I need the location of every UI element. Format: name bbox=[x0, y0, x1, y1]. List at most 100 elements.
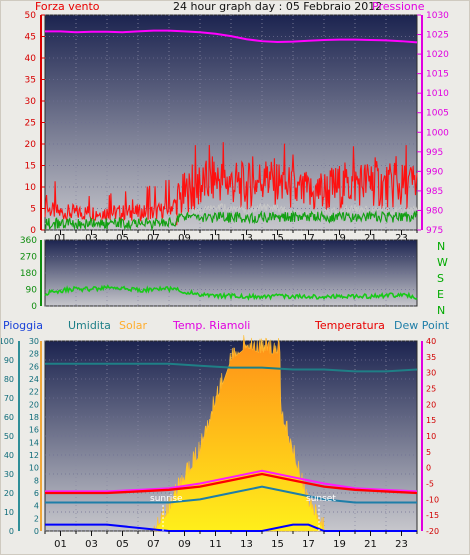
wind-max-line bbox=[44, 142, 418, 226]
left-axis-label: 25 bbox=[25, 119, 36, 129]
pressure-series bbox=[45, 29, 418, 44]
bottom-inner-label: 6 bbox=[34, 489, 39, 498]
bottom-series bbox=[45, 362, 418, 532]
bottom-left-outer-label: 20 bbox=[4, 489, 14, 498]
right-axis-label: 1020 bbox=[426, 50, 449, 60]
direction-right-label: N bbox=[437, 240, 445, 253]
right-axis-label: 995 bbox=[426, 148, 443, 158]
bottom-left-outer-label: 30 bbox=[4, 470, 14, 479]
solar-area bbox=[153, 335, 325, 532]
bottom-right-label: 25 bbox=[426, 385, 436, 394]
x-axis-tick-label: 19 bbox=[333, 539, 346, 550]
bottom-right-label: 10 bbox=[426, 432, 436, 441]
sunrise-text: sunrise bbox=[150, 494, 183, 504]
right-axis-label: 1015 bbox=[426, 70, 449, 80]
rain-label: Pioggia bbox=[3, 319, 43, 332]
x-axis-tick-label: 23 bbox=[395, 233, 408, 244]
bottom-inner-label: 8 bbox=[34, 476, 39, 485]
direction-left-label: 90 bbox=[26, 286, 38, 296]
x-axis-tick-label: 07 bbox=[147, 539, 160, 550]
left-axis-label: 30 bbox=[25, 97, 37, 107]
x-axis-tick-label: 01 bbox=[54, 539, 67, 550]
x-axis-tick-label: 13 bbox=[240, 233, 253, 244]
left-axis-label: 45 bbox=[25, 33, 36, 43]
solar-label: Solar bbox=[119, 319, 148, 332]
direction-left-label: 0 bbox=[31, 302, 37, 312]
wind-right-axis: 975 980 985 990 995 1000 1005 1010 1015 1020 1025 1… bbox=[417, 11, 449, 236]
x-axis-tick-label: 21 bbox=[364, 539, 377, 550]
x-axis-tick-label: 05 bbox=[116, 539, 129, 550]
temperature-line bbox=[45, 472, 418, 495]
x-axis-tick-label: 19 bbox=[333, 233, 346, 244]
right-axis-label: 1000 bbox=[426, 128, 449, 138]
x-axis-tick-label: 07 bbox=[147, 233, 160, 244]
bottom-left-outer-label: 100 bbox=[1, 337, 14, 346]
bottom-left-axis: 0 10 20 30 40 50 60 70 80 90 100 bbox=[0, 337, 20, 536]
pressure-line bbox=[45, 29, 418, 44]
direction-line bbox=[44, 284, 418, 301]
wind-avg-line bbox=[44, 210, 418, 232]
bottom-inner-label: 4 bbox=[34, 502, 39, 511]
bottom-inner-label: 20 bbox=[29, 400, 39, 409]
bottom-right-label: 30 bbox=[426, 369, 436, 378]
bottom-inner-label: 14 bbox=[29, 438, 39, 447]
bottom-right-label: 0 bbox=[426, 464, 431, 473]
bottom-right-label: 35 bbox=[426, 353, 436, 362]
direction-left-label: 360 bbox=[20, 236, 37, 246]
wind-title: Forza vento bbox=[35, 1, 100, 13]
bottom-right-label: 20 bbox=[426, 400, 436, 409]
left-axis-label: 40 bbox=[25, 54, 37, 64]
bottom-inner-label: 18 bbox=[29, 413, 39, 422]
bottom-left-outer-label: 40 bbox=[4, 451, 14, 460]
x-axis-tick-label: 09 bbox=[178, 539, 191, 550]
bottom-left-outer-label: 70 bbox=[4, 394, 14, 403]
bottom-left-outer-label: 80 bbox=[4, 375, 14, 384]
dewpoint-line bbox=[45, 485, 417, 504]
bottom-inner-label: 22 bbox=[29, 388, 39, 397]
x-axis-tick-label: 11 bbox=[209, 539, 222, 550]
x-axis-tick-label: 13 bbox=[240, 539, 253, 550]
right-axis-label: 990 bbox=[426, 167, 443, 177]
bottom-right-label: -15 bbox=[426, 511, 439, 520]
left-axis-label: 5 bbox=[30, 205, 36, 215]
direction-left-axis: 0 90 180 270 360 bbox=[20, 236, 42, 312]
x-axis-tick-label: 03 bbox=[85, 233, 98, 244]
bottom-inner-label: 28 bbox=[29, 350, 39, 359]
bottom-right-axis: -20 -15 -10 -5 0 5 10 15 20 25 30 35 40 bbox=[421, 337, 439, 536]
direction-right-label: W bbox=[437, 256, 448, 269]
bottom-inner-label: 30 bbox=[29, 337, 39, 346]
bottom-inner-label: 26 bbox=[29, 362, 39, 371]
bottom-inner-label: 24 bbox=[29, 375, 39, 384]
right-axis-label: 1010 bbox=[426, 89, 449, 99]
heat-index-line bbox=[45, 469, 418, 493]
bottom-left-outer-label: 50 bbox=[4, 432, 14, 441]
sunset-text: sunset bbox=[306, 494, 336, 504]
wind-left-axis: 0 5 10 15 20 25 30 35 40 45 50 bbox=[25, 11, 45, 236]
direction-grid bbox=[44, 239, 418, 307]
x-axis-tick-label: 03 bbox=[85, 539, 98, 550]
x-axis-tick-label: 01 bbox=[54, 233, 67, 244]
bottom-right-label: 15 bbox=[426, 416, 436, 425]
left-axis-label: 0 bbox=[30, 226, 36, 236]
bottom-left-outer-label: 90 bbox=[4, 356, 14, 365]
direction-right-label: S bbox=[437, 272, 444, 285]
bottom-left-outer-label: 60 bbox=[4, 413, 14, 422]
bottom-inner-label: 2 bbox=[34, 514, 39, 523]
direction-right-label: N bbox=[437, 304, 445, 317]
right-axis-label: 1025 bbox=[426, 31, 449, 41]
right-axis-label: 1005 bbox=[426, 109, 449, 119]
right-axis-label: 980 bbox=[426, 206, 443, 216]
left-axis-label: 50 bbox=[25, 11, 37, 21]
x-axis-tick-label: 17 bbox=[302, 539, 315, 550]
x-axis-tick-label: 09 bbox=[178, 233, 191, 244]
bottom-inner-label: 0 bbox=[34, 527, 39, 536]
right-axis-label: 975 bbox=[426, 226, 443, 236]
x-axis-tick-label: 05 bbox=[116, 233, 129, 244]
pressure-title: Pressione bbox=[372, 1, 425, 13]
x-axis-tick-label: 15 bbox=[271, 539, 284, 550]
x-axis-tick-label: 17 bbox=[302, 233, 315, 244]
bottom-inner-label: 12 bbox=[29, 451, 39, 460]
